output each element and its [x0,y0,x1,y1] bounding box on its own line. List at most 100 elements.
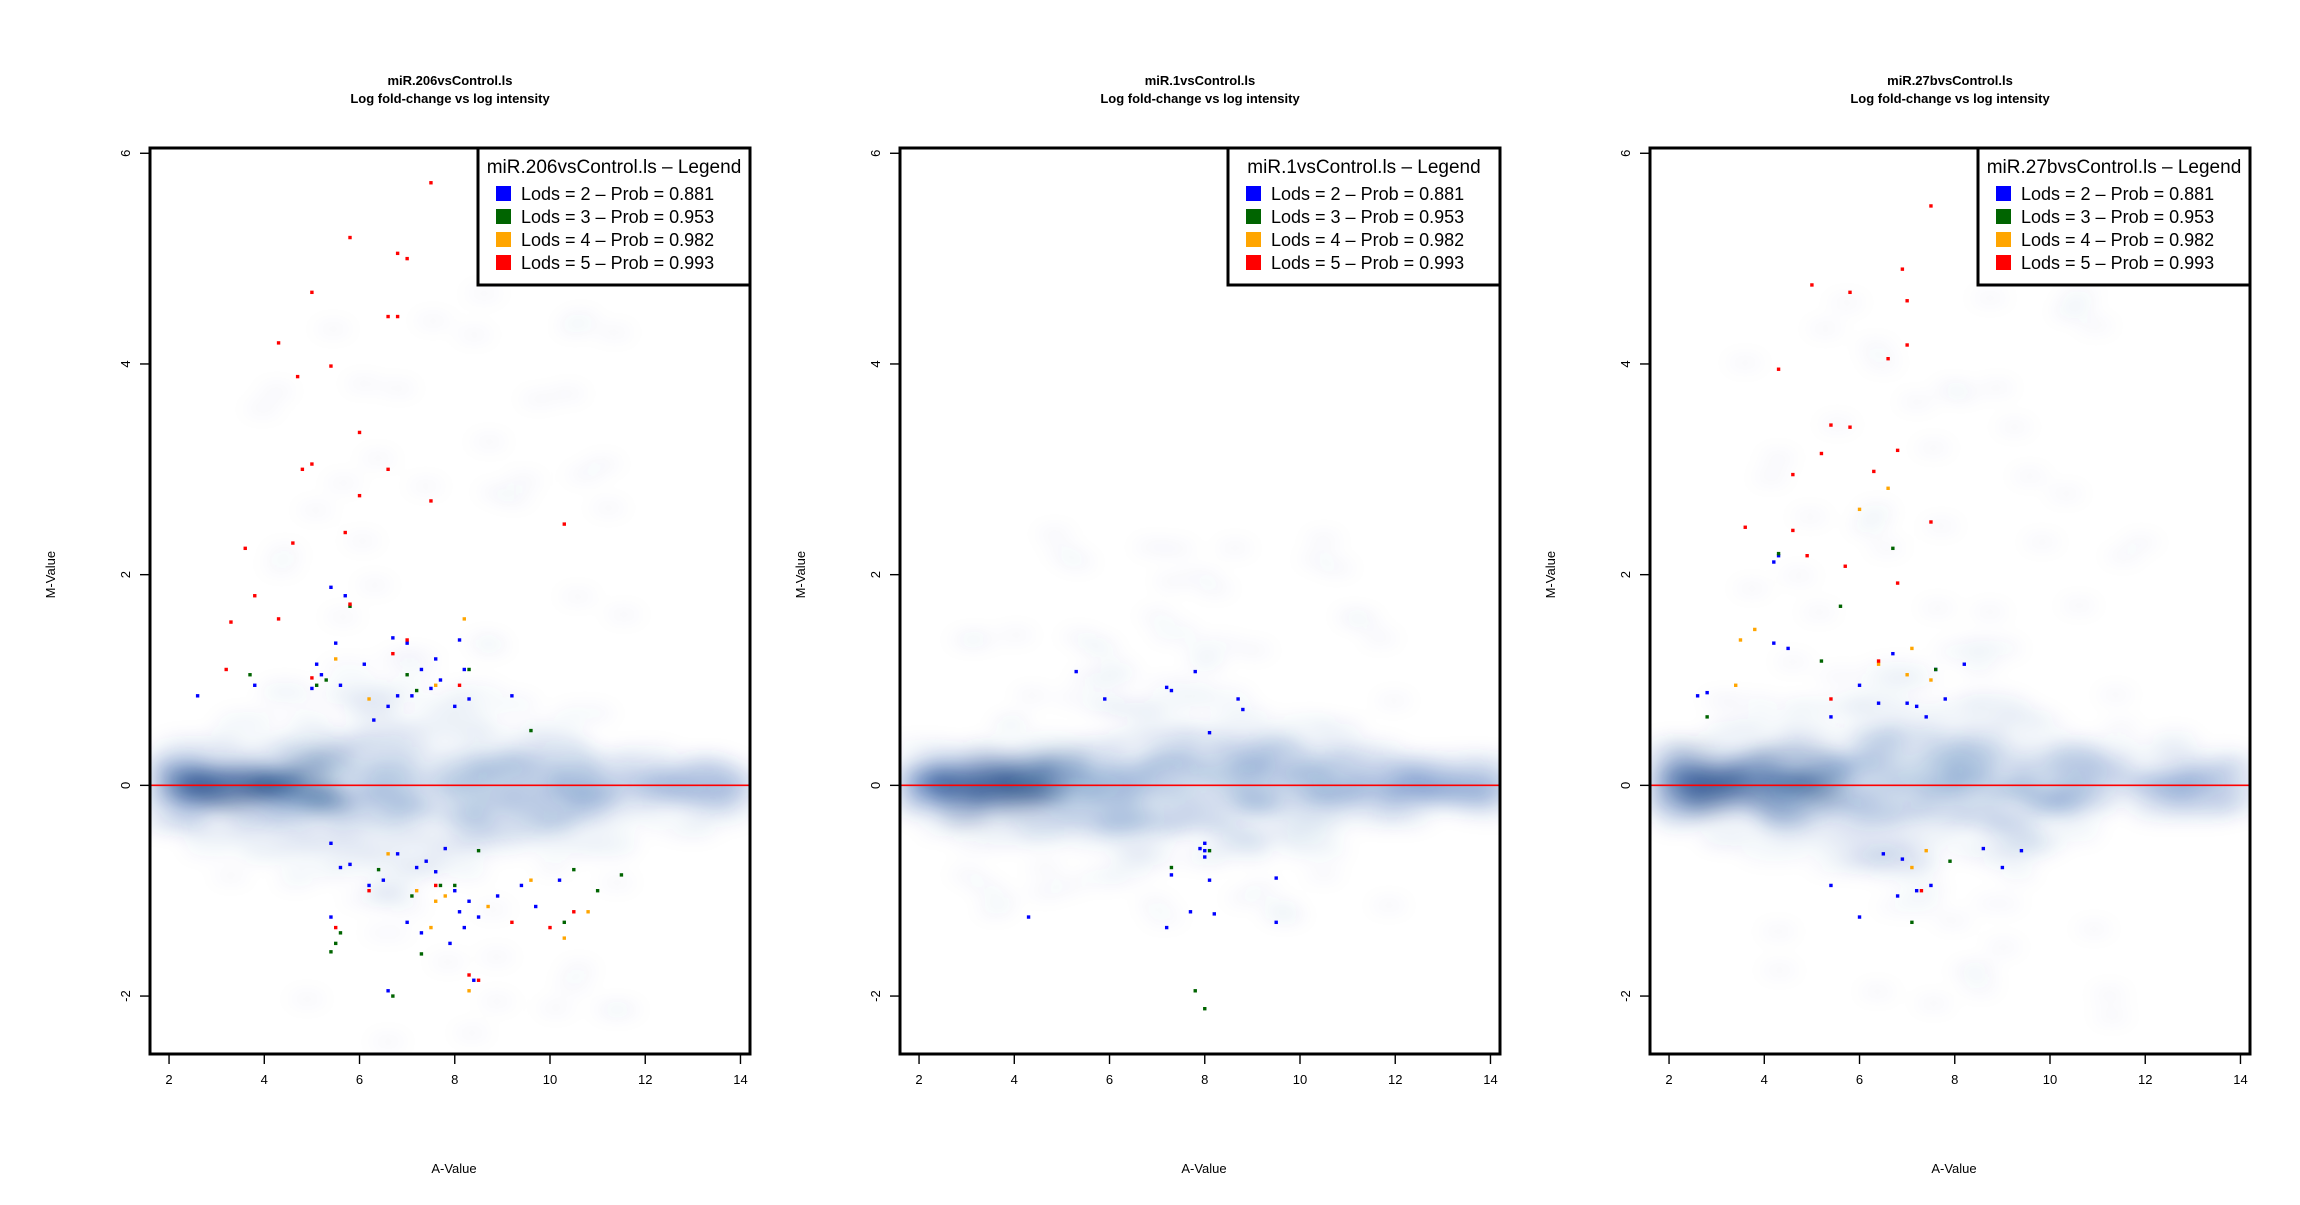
data-point [1772,560,1776,564]
data-point [429,686,433,691]
legend-entry: Lods = 4 – Prob = 0.982 [521,230,714,250]
data-point [329,841,333,846]
data-point [329,585,333,590]
data-point [386,852,390,856]
x-axis-title: A-Value [1181,1161,1226,1176]
legend-entry: Lods = 3 – Prob = 0.953 [1271,207,1464,227]
data-point [1169,873,1174,877]
data-point [338,683,343,687]
x-tick-label: 14 [733,1072,747,1087]
legend-swatch [1246,209,1261,224]
y-tick-label: 4 [868,360,883,367]
data-point [1838,604,1843,608]
data-point [1212,912,1216,916]
data-point [1848,425,1852,429]
data-point [1203,1007,1207,1011]
plot-frame [148,146,752,1056]
data-point [1905,701,1909,705]
data-point [1734,683,1738,687]
chart-title: miR.1vsControl.ls [1145,73,1256,88]
legend-title: miR.27bvsControl.ls – Legend [1987,157,2242,178]
data-point [391,651,395,656]
data-point [572,910,576,914]
data-point [324,678,328,682]
data-point [510,920,514,925]
data-point [1895,448,1900,453]
data-point [1924,848,1928,853]
y-tick-label: 2 [1618,571,1633,578]
data-point [1914,889,1919,893]
data-point [1895,894,1900,898]
data-point [291,541,295,545]
data-point [1929,520,1933,524]
data-point [1929,204,1933,208]
data-point [1857,915,1862,919]
data-point [1203,855,1207,859]
data-point [1026,915,1031,919]
y-tick-label: 4 [118,360,133,367]
data-point [476,978,481,982]
data-point [314,683,319,687]
data-point [1241,707,1245,712]
data-point [1236,697,1240,701]
data-point [381,878,386,882]
data-point [248,673,252,677]
data-point [486,904,490,909]
x-tick-label: 6 [1106,1072,1113,1087]
data-point [586,910,590,914]
data-point [1169,688,1174,693]
y-tick-label: 6 [1618,150,1633,157]
y-axis-title: M-Value [793,551,808,598]
data-point [1103,697,1107,701]
data-point [329,915,333,919]
data-point [462,617,466,621]
data-point [405,673,409,677]
ma-plot-panel-2: miR.1vsControl.ls Log fold-change vs log … [793,73,1502,1176]
legend-box [1226,146,1502,287]
chart-subtitle: Log fold-change vs log intensity [1100,91,1300,106]
data-point [462,925,466,930]
legend-swatch [1996,186,2011,201]
data-point [414,865,419,870]
data-point [395,694,400,698]
density-cloud [150,288,750,1047]
data-point [1905,343,1909,347]
data-point [310,686,314,691]
y-tick-label: 0 [1618,782,1633,789]
legend-entry: Lods = 4 – Prob = 0.982 [1271,230,1464,250]
legend-swatch [1996,255,2011,270]
chart-title: miR.206vsControl.ls [388,73,513,88]
data-point [1900,267,1905,271]
x-tick-label: 10 [543,1072,557,1087]
data-point [1776,554,1781,558]
data-point [434,883,438,888]
data-point [1810,283,1814,287]
data-point [476,848,481,853]
x-tick-label: 8 [451,1072,458,1087]
data-point [414,889,419,893]
data-point [453,883,457,888]
data-point [1829,697,1833,701]
data-point [391,994,395,998]
legend-swatch [1996,209,2011,224]
data-point [253,683,257,687]
data-point [348,235,352,240]
plot-frame [898,146,1502,1056]
data-point [1981,846,1986,851]
x-tick-label: 6 [1856,1072,1863,1087]
legend-swatch [496,186,511,201]
y-tick-label: 2 [868,571,883,578]
data-point [1791,528,1795,533]
data-point [1872,469,1876,474]
legend-entry: Lods = 2 – Prob = 0.881 [1271,184,1464,204]
data-point [343,530,347,535]
legend-entry: Lods = 5 – Prob = 0.993 [2021,253,2214,273]
x-tick-label: 8 [1951,1072,1958,1087]
data-point [395,251,400,256]
legend-entry: Lods = 2 – Prob = 0.881 [2021,184,2214,204]
data-point [1188,910,1193,914]
data-point [405,641,409,645]
data-point [1848,290,1852,295]
data-point [434,657,438,661]
data-point [376,867,381,872]
